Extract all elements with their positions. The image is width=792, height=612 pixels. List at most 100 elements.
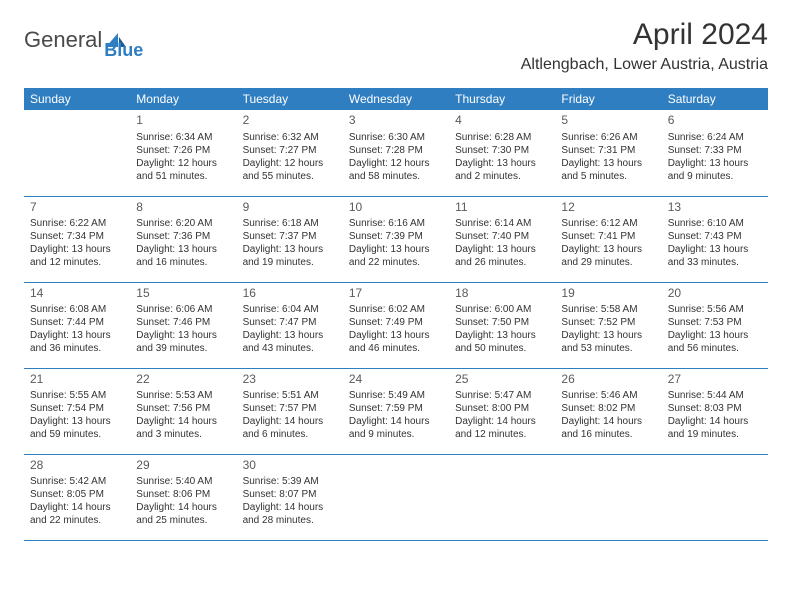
day-number: 12 [561, 200, 655, 216]
daylight-line: Daylight: 13 hours and 50 minutes. [455, 329, 549, 355]
sunset-line: Sunset: 7:40 PM [455, 230, 549, 243]
sunrise-line: Sunrise: 6:32 AM [243, 131, 337, 144]
sunrise-line: Sunrise: 5:39 AM [243, 475, 337, 488]
day-cell: 29Sunrise: 5:40 AMSunset: 8:06 PMDayligh… [130, 454, 236, 540]
sunrise-line: Sunrise: 5:53 AM [136, 389, 230, 402]
day-cell: 12Sunrise: 6:12 AMSunset: 7:41 PMDayligh… [555, 196, 661, 282]
day-cell: 21Sunrise: 5:55 AMSunset: 7:54 PMDayligh… [24, 368, 130, 454]
day-cell: 25Sunrise: 5:47 AMSunset: 8:00 PMDayligh… [449, 368, 555, 454]
daylight-line: Daylight: 13 hours and 33 minutes. [668, 243, 762, 269]
sunrise-line: Sunrise: 6:34 AM [136, 131, 230, 144]
sunset-line: Sunset: 8:02 PM [561, 402, 655, 415]
day-cell: 2Sunrise: 6:32 AMSunset: 7:27 PMDaylight… [237, 110, 343, 196]
weekday-header: Saturday [662, 88, 768, 110]
sunset-line: Sunset: 7:37 PM [243, 230, 337, 243]
sunset-line: Sunset: 7:34 PM [30, 230, 124, 243]
daylight-line: Daylight: 13 hours and 12 minutes. [30, 243, 124, 269]
location-text: Altlengbach, Lower Austria, Austria [521, 56, 768, 74]
daylight-line: Daylight: 14 hours and 12 minutes. [455, 415, 549, 441]
weekday-header: Thursday [449, 88, 555, 110]
logo-text-general: General [24, 27, 102, 53]
calendar-table: SundayMondayTuesdayWednesdayThursdayFrid… [24, 88, 768, 541]
daylight-line: Daylight: 13 hours and 16 minutes. [136, 243, 230, 269]
daylight-line: Daylight: 13 hours and 56 minutes. [668, 329, 762, 355]
day-cell: 22Sunrise: 5:53 AMSunset: 7:56 PMDayligh… [130, 368, 236, 454]
day-cell: 8Sunrise: 6:20 AMSunset: 7:36 PMDaylight… [130, 196, 236, 282]
sunrise-line: Sunrise: 6:22 AM [30, 217, 124, 230]
day-number: 21 [30, 372, 124, 388]
sunset-line: Sunset: 7:43 PM [668, 230, 762, 243]
weekday-header: Monday [130, 88, 236, 110]
sunrise-line: Sunrise: 5:44 AM [668, 389, 762, 402]
day-cell: 14Sunrise: 6:08 AMSunset: 7:44 PMDayligh… [24, 282, 130, 368]
calendar-row: 1Sunrise: 6:34 AMSunset: 7:26 PMDaylight… [24, 110, 768, 196]
daylight-line: Daylight: 14 hours and 3 minutes. [136, 415, 230, 441]
day-cell: 7Sunrise: 6:22 AMSunset: 7:34 PMDaylight… [24, 196, 130, 282]
day-number: 5 [561, 113, 655, 129]
sunrise-line: Sunrise: 5:55 AM [30, 389, 124, 402]
sunset-line: Sunset: 7:31 PM [561, 144, 655, 157]
daylight-line: Daylight: 13 hours and 29 minutes. [561, 243, 655, 269]
daylight-line: Daylight: 14 hours and 28 minutes. [243, 501, 337, 527]
day-number: 2 [243, 113, 337, 129]
daylight-line: Daylight: 13 hours and 43 minutes. [243, 329, 337, 355]
sunset-line: Sunset: 7:46 PM [136, 316, 230, 329]
sunset-line: Sunset: 7:49 PM [349, 316, 443, 329]
day-cell: 26Sunrise: 5:46 AMSunset: 8:02 PMDayligh… [555, 368, 661, 454]
sunrise-line: Sunrise: 6:10 AM [668, 217, 762, 230]
logo-text-blue: Blue [104, 40, 143, 61]
sunset-line: Sunset: 7:59 PM [349, 402, 443, 415]
day-number: 19 [561, 286, 655, 302]
daylight-line: Daylight: 14 hours and 19 minutes. [668, 415, 762, 441]
weekday-header: Friday [555, 88, 661, 110]
day-number: 15 [136, 286, 230, 302]
sunset-line: Sunset: 8:03 PM [668, 402, 762, 415]
day-number: 7 [30, 200, 124, 216]
month-title: April 2024 [521, 18, 768, 52]
sunset-line: Sunset: 7:26 PM [136, 144, 230, 157]
daylight-line: Daylight: 13 hours and 9 minutes. [668, 157, 762, 183]
sunrise-line: Sunrise: 6:24 AM [668, 131, 762, 144]
day-number: 11 [455, 200, 549, 216]
empty-cell [343, 454, 449, 540]
daylight-line: Daylight: 13 hours and 26 minutes. [455, 243, 549, 269]
sunrise-line: Sunrise: 5:42 AM [30, 475, 124, 488]
weekday-header: Sunday [24, 88, 130, 110]
sunrise-line: Sunrise: 5:40 AM [136, 475, 230, 488]
sunrise-line: Sunrise: 6:16 AM [349, 217, 443, 230]
sunset-line: Sunset: 7:47 PM [243, 316, 337, 329]
calendar-row: 28Sunrise: 5:42 AMSunset: 8:05 PMDayligh… [24, 454, 768, 540]
day-number: 9 [243, 200, 337, 216]
daylight-line: Daylight: 13 hours and 22 minutes. [349, 243, 443, 269]
sunrise-line: Sunrise: 6:08 AM [30, 303, 124, 316]
sunrise-line: Sunrise: 6:04 AM [243, 303, 337, 316]
day-cell: 30Sunrise: 5:39 AMSunset: 8:07 PMDayligh… [237, 454, 343, 540]
empty-cell [555, 454, 661, 540]
sunrise-line: Sunrise: 6:06 AM [136, 303, 230, 316]
day-number: 25 [455, 372, 549, 388]
calendar-row: 7Sunrise: 6:22 AMSunset: 7:34 PMDaylight… [24, 196, 768, 282]
sunset-line: Sunset: 7:44 PM [30, 316, 124, 329]
day-cell: 13Sunrise: 6:10 AMSunset: 7:43 PMDayligh… [662, 196, 768, 282]
sunrise-line: Sunrise: 5:56 AM [668, 303, 762, 316]
day-number: 22 [136, 372, 230, 388]
sunrise-line: Sunrise: 6:18 AM [243, 217, 337, 230]
daylight-line: Daylight: 13 hours and 39 minutes. [136, 329, 230, 355]
daylight-line: Daylight: 12 hours and 58 minutes. [349, 157, 443, 183]
day-number: 26 [561, 372, 655, 388]
daylight-line: Daylight: 12 hours and 51 minutes. [136, 157, 230, 183]
day-cell: 5Sunrise: 6:26 AMSunset: 7:31 PMDaylight… [555, 110, 661, 196]
weekday-header: Tuesday [237, 88, 343, 110]
sunrise-line: Sunrise: 6:12 AM [561, 217, 655, 230]
sunrise-line: Sunrise: 6:00 AM [455, 303, 549, 316]
sunset-line: Sunset: 7:36 PM [136, 230, 230, 243]
calendar-row: 14Sunrise: 6:08 AMSunset: 7:44 PMDayligh… [24, 282, 768, 368]
sunrise-line: Sunrise: 5:49 AM [349, 389, 443, 402]
day-cell: 9Sunrise: 6:18 AMSunset: 7:37 PMDaylight… [237, 196, 343, 282]
day-number: 4 [455, 113, 549, 129]
sunrise-line: Sunrise: 5:47 AM [455, 389, 549, 402]
daylight-line: Daylight: 14 hours and 25 minutes. [136, 501, 230, 527]
day-cell: 28Sunrise: 5:42 AMSunset: 8:05 PMDayligh… [24, 454, 130, 540]
day-cell: 19Sunrise: 5:58 AMSunset: 7:52 PMDayligh… [555, 282, 661, 368]
daylight-line: Daylight: 14 hours and 16 minutes. [561, 415, 655, 441]
